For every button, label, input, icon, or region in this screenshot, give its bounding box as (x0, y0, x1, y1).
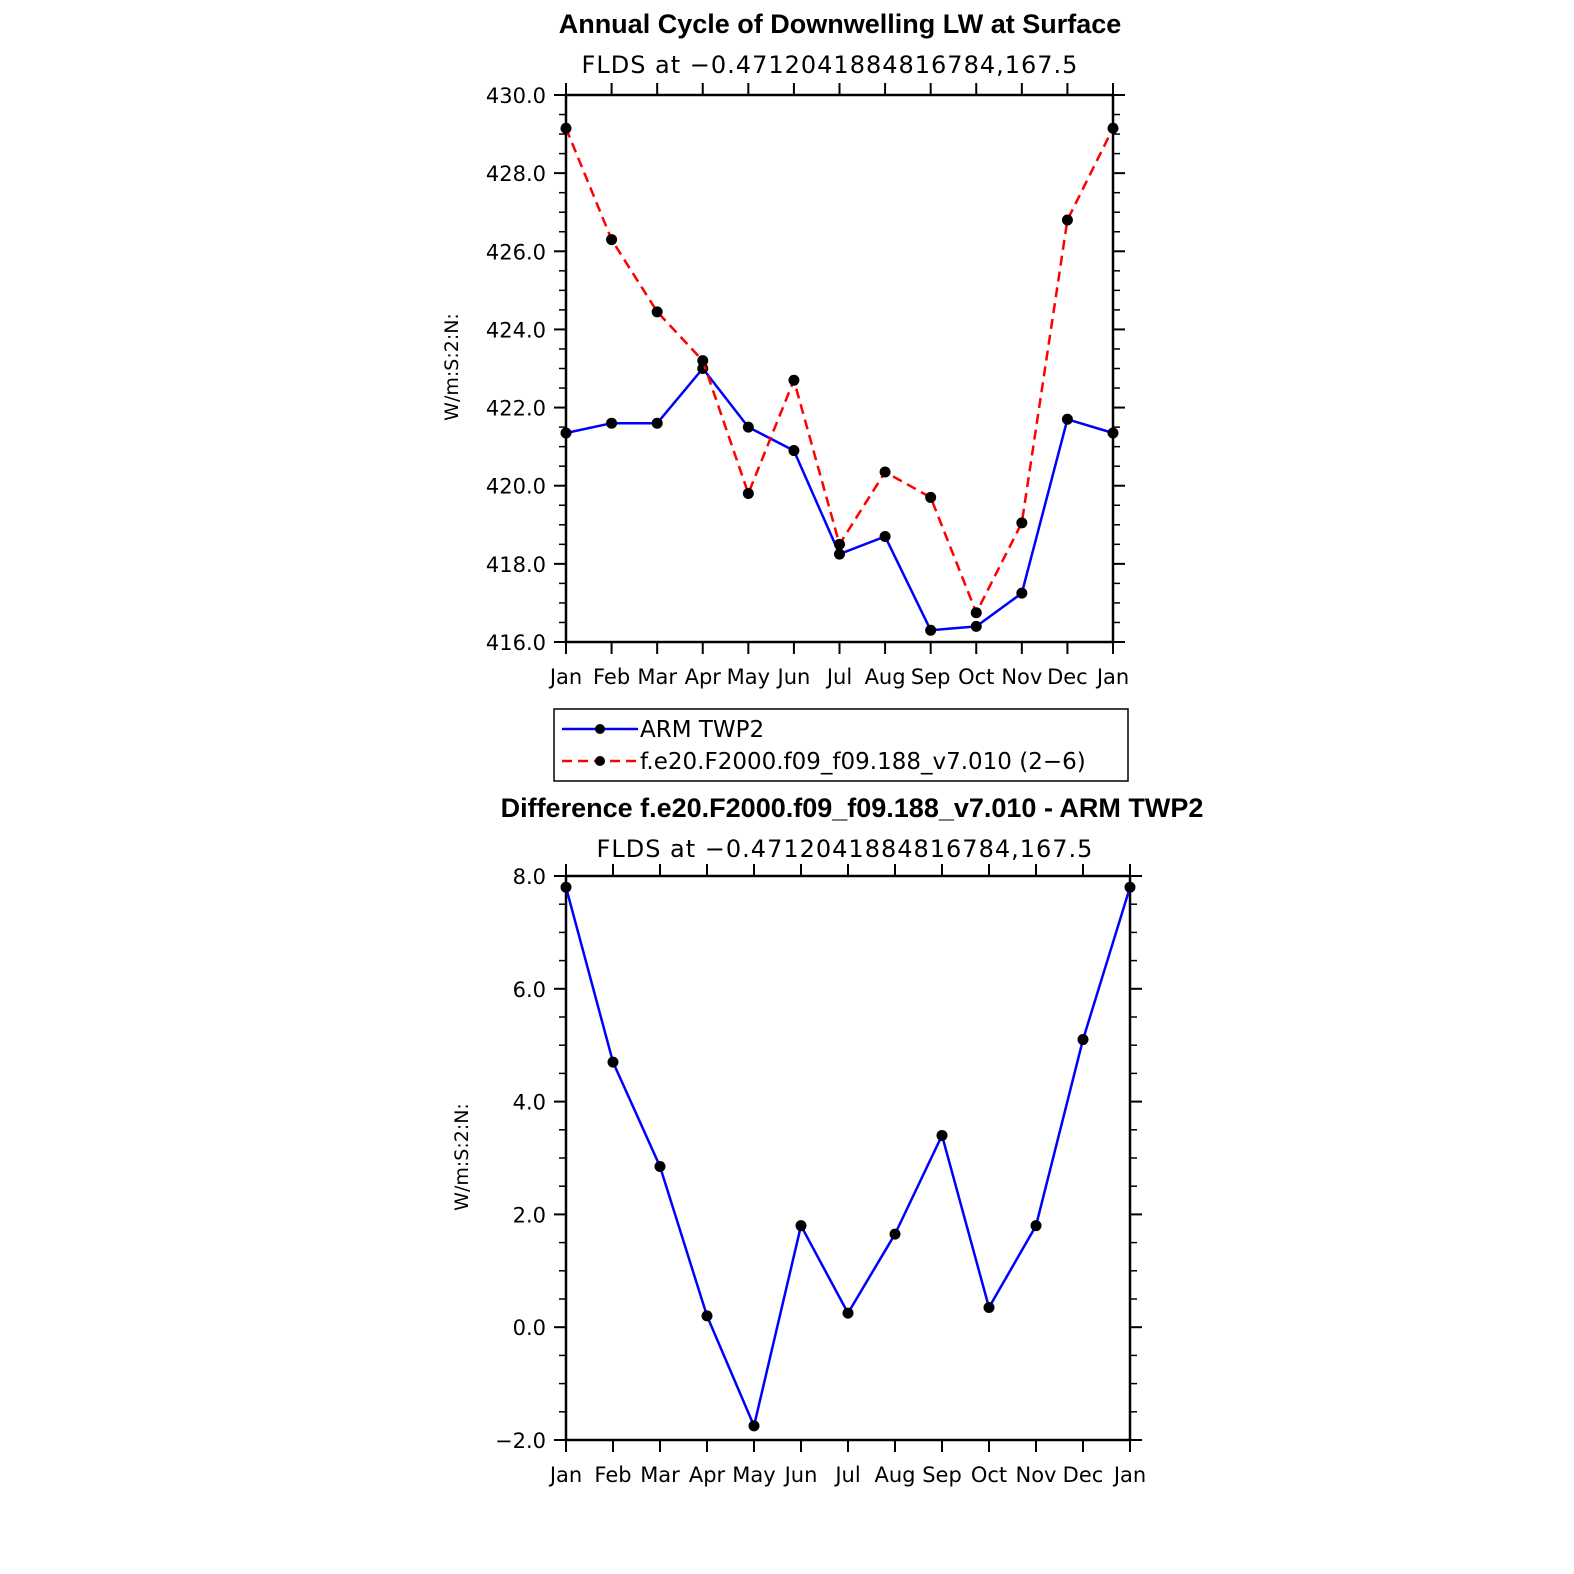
bottom-x-tick-label: Apr (689, 1463, 726, 1487)
top-x-tick-label: Sep (911, 665, 951, 689)
top-series-0-point (834, 548, 845, 560)
top-series-0-point (879, 531, 891, 543)
bottom-x-tick-label: Jan (548, 1463, 582, 1487)
top-series-0-point (970, 620, 982, 632)
top-series-0-point (788, 445, 800, 457)
bottom-x-tick-label: Oct (971, 1463, 1007, 1487)
bottom-y-tick-label: 6.0 (513, 978, 546, 1002)
bottom-series-0-point (748, 1420, 760, 1432)
bottom-y-tick-label: 0.0 (513, 1316, 546, 1340)
top-series-0-point (925, 624, 937, 636)
top-series-1-point (606, 234, 618, 246)
top-x-tick-label: May (727, 665, 770, 689)
top-x-tick-label: Jun (776, 665, 811, 689)
bottom-x-tick-label: Jul (833, 1463, 860, 1487)
legend-box (553, 708, 1129, 782)
bottom-series-0-line (564, 886, 1132, 1428)
bottom-series-0-point (1077, 1034, 1089, 1046)
bottom-series-0-point (560, 881, 572, 893)
bottom-y-tick-label: 8.0 (513, 865, 546, 889)
top-x-tick-label: Nov (1001, 665, 1042, 689)
top-series-0-point (651, 417, 663, 429)
legend: ARM TWP2 f.e20.F2000.f09_f09.188_v7.010 … (553, 708, 1129, 782)
top-y-tick-label: 426.0 (486, 240, 546, 264)
bottom-y-tick-label: −2.0 (495, 1429, 546, 1453)
top-series-0-point (1061, 413, 1073, 425)
top-series-1-point (925, 491, 937, 503)
top-series-0-point (606, 417, 618, 429)
top-series-0-point (742, 421, 754, 433)
bottom-series-0-point (936, 1129, 948, 1141)
bottom-x-tick-label: Dec (1063, 1463, 1104, 1487)
bottom-series-0-point (842, 1307, 854, 1319)
bottom-x-tick-label: Sep (922, 1463, 962, 1487)
top-y-tick-label: 422.0 (486, 397, 546, 421)
bottom-series-0-point (1030, 1220, 1042, 1232)
bottom-series-0-point (654, 1160, 666, 1172)
bottom-chart-y-axis-label: W/m:S:2:N: (451, 1103, 473, 1211)
top-y-tick-label: 418.0 (486, 553, 546, 577)
top-y-tick-label: 424.0 (486, 318, 546, 342)
top-series-1-point (560, 122, 572, 134)
top-x-tick-label: Feb (593, 665, 630, 689)
bottom-plot-area: Jan Feb Mar Apr May Jun Jul Aug Sep Oct Nov Dec Jan−… (495, 864, 1146, 1487)
bottom-series-0-point (701, 1310, 713, 1322)
top-series-0-point (1107, 427, 1119, 439)
bottom-y-tick-label: 4.0 (513, 1091, 546, 1115)
top-series-1-point (742, 488, 754, 500)
bottom-plot-frame (564, 874, 1132, 1442)
top-x-tick-label: Jan (548, 665, 582, 689)
top-series-1-point (651, 306, 663, 318)
top-x-tick-label: Jul (825, 665, 852, 689)
bottom-series-0-point (983, 1301, 995, 1313)
top-series-1-point (879, 466, 891, 478)
top-x-tick-label: Aug (865, 665, 906, 689)
bottom-x-tick-label: Aug (874, 1463, 915, 1487)
bottom-chart-subtitle: FLDS at −0.4712041884816784,167.5 (597, 835, 1094, 863)
legend-label-model: f.e20.F2000.f09_f09.188_v7.010 (2−6) (640, 749, 1086, 775)
top-series-1-point (834, 538, 845, 550)
bottom-y-tick-label: 2.0 (513, 1203, 546, 1227)
bottom-x-tick-label: Mar (640, 1463, 680, 1487)
top-chart-y-axis-label: W/m:S:2:N: (441, 313, 463, 421)
bottom-x-tick-label: May (732, 1463, 775, 1487)
bottom-series-0-point (607, 1056, 619, 1068)
top-y-tick-label: 416.0 (486, 631, 546, 655)
top-y-tick-label: 430.0 (486, 84, 546, 108)
top-x-tick-label: Jan (1095, 665, 1129, 689)
top-x-tick-label: Dec (1047, 665, 1088, 689)
top-series-1-point (788, 374, 800, 386)
top-x-tick-label: Apr (685, 665, 722, 689)
legend-marker-arm-twp2 (595, 724, 605, 734)
bottom-x-tick-label: Feb (594, 1463, 631, 1487)
top-series-0-line (565, 367, 1114, 632)
legend-label-arm-twp2: ARM TWP2 (640, 717, 764, 743)
top-x-tick-label: Mar (637, 665, 677, 689)
bottom-x-tick-label: Jan (1112, 1463, 1146, 1487)
top-y-tick-label: 420.0 (486, 475, 546, 499)
top-x-tick-label: Oct (958, 665, 994, 689)
top-series-1-point (970, 607, 982, 619)
top-series-1-point (1016, 517, 1028, 529)
top-y-tick-label: 428.0 (486, 162, 546, 186)
top-plot-area: Jan Feb Mar Apr May Jun Jul Aug Sep Oct Nov Dec Jan4… (486, 83, 1129, 689)
bottom-x-tick-label: Nov (1016, 1463, 1057, 1487)
top-chart-title: Annual Cycle of Downwelling LW at Surfac… (559, 9, 1122, 39)
top-series-1-point (697, 355, 709, 367)
top-chart-subtitle: FLDS at −0.4712041884816784,167.5 (582, 51, 1079, 79)
top-series-0-point (1016, 587, 1028, 599)
bottom-series-0-point (889, 1228, 901, 1240)
bottom-series-0-point (1124, 881, 1136, 893)
top-series-1-point (1107, 122, 1119, 134)
top-series-0-point (560, 427, 572, 439)
top-series-1-point (1061, 214, 1073, 226)
bottom-series-0-point (795, 1220, 807, 1232)
legend-marker-model (595, 756, 605, 766)
bottom-chart-title: Difference f.e20.F2000.f09_f09.188_v7.01… (501, 793, 1204, 823)
bottom-x-tick-label: Jun (783, 1463, 818, 1487)
